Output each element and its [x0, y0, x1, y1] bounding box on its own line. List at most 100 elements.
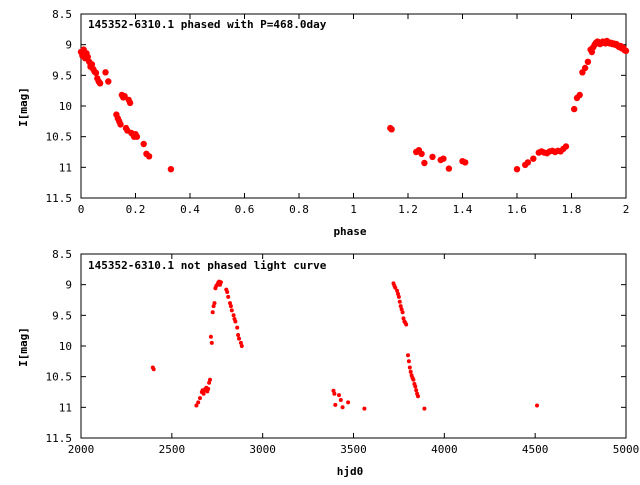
data-point	[346, 400, 351, 405]
x-tick-label: 0.4	[180, 203, 200, 216]
x-ticks: 0 0.2 0.4 0.6 0.8 1 1.2 1.4 1.6 1.8 2	[78, 14, 629, 216]
x-tick-label: 0.8	[289, 203, 309, 216]
x-tick-label: 3500	[340, 443, 367, 456]
data-point	[92, 69, 100, 77]
data-point	[338, 398, 343, 402]
y-tick-label: 10	[59, 340, 72, 353]
data-point	[331, 388, 336, 393]
data-point	[406, 359, 411, 364]
y-ticks: 8.5 9 9.5 10 10.5 11 11.5	[46, 248, 626, 445]
data-point	[422, 406, 427, 411]
data-points	[77, 37, 630, 173]
data-point	[401, 316, 406, 321]
data-point	[229, 308, 234, 313]
data-point	[239, 344, 244, 348]
plot-frame	[80, 13, 627, 199]
data-point	[445, 165, 453, 172]
x-tick-label: 1.6	[507, 203, 527, 216]
y-tick-label: 9	[65, 279, 72, 292]
y-tick-label: 11.5	[46, 432, 73, 445]
data-point	[404, 322, 409, 327]
data-point	[396, 291, 400, 296]
data-point	[397, 299, 402, 304]
y-axis-label: I[mag]	[17, 87, 30, 127]
data-point	[398, 304, 403, 309]
data-point	[235, 325, 240, 330]
data-point	[588, 48, 596, 56]
data-point	[396, 294, 401, 299]
data-point	[145, 153, 153, 160]
data-point	[207, 380, 212, 385]
y-tick-label: 9.5	[52, 69, 72, 82]
data-point	[151, 367, 156, 372]
y-tick-label: 9	[65, 39, 72, 52]
data-point	[340, 405, 345, 410]
data-point	[421, 159, 428, 167]
x-tick-label: 3000	[249, 443, 276, 456]
data-point	[105, 78, 112, 85]
y-tick-label: 8.5	[52, 248, 72, 261]
unphased-light-curve-panel: 145352-6310.1 not phased light curve hjd…	[17, 248, 639, 478]
data-point	[210, 310, 215, 315]
x-ticks: 2000 2500 3000 3500 4000 4500 5000	[68, 254, 640, 456]
data-point	[622, 47, 630, 54]
x-tick-label: 1.2	[398, 203, 418, 216]
data-point	[440, 155, 447, 162]
data-point	[576, 91, 583, 99]
data-point	[581, 64, 589, 72]
y-tick-label: 11.5	[46, 192, 73, 205]
data-point	[126, 99, 134, 107]
x-tick-label: 1.4	[453, 203, 473, 216]
y-axis-label: I[mag]	[17, 327, 30, 367]
data-point	[206, 386, 211, 391]
data-point	[429, 153, 436, 161]
data-point	[400, 310, 405, 315]
data-point	[218, 280, 223, 285]
data-point	[196, 400, 201, 405]
x-tick-label: 4000	[431, 443, 458, 456]
data-point	[231, 313, 236, 318]
data-point	[408, 369, 413, 374]
data-point	[399, 307, 404, 312]
x-tick-label: 5000	[613, 443, 640, 456]
y-tick-label: 11	[59, 161, 72, 174]
data-point	[333, 402, 338, 407]
data-point	[414, 388, 419, 393]
data-point	[513, 166, 521, 173]
data-point	[140, 140, 147, 148]
data-point	[388, 126, 395, 133]
data-point	[212, 301, 217, 306]
data-point	[228, 301, 232, 306]
data-point	[571, 105, 578, 113]
plot-frame	[80, 253, 627, 439]
y-tick-label: 9.5	[52, 309, 72, 322]
data-point	[337, 393, 341, 398]
data-point	[393, 285, 398, 290]
data-point	[194, 403, 199, 408]
data-point	[406, 353, 410, 358]
data-point	[209, 340, 214, 345]
x-tick-label: 1.8	[562, 203, 582, 216]
data-point	[226, 294, 231, 299]
data-point	[84, 53, 92, 61]
data-point	[535, 403, 539, 408]
x-tick-label: 0	[78, 203, 85, 216]
data-point	[228, 304, 233, 309]
data-point	[584, 58, 592, 65]
x-tick-label: 2000	[68, 443, 95, 456]
x-axis-label: hjd0	[337, 465, 364, 478]
data-point	[102, 69, 109, 76]
data-point	[413, 384, 418, 389]
y-tick-label: 10	[59, 100, 72, 113]
y-tick-label: 10.5	[46, 131, 73, 144]
data-point	[133, 133, 141, 140]
data-point	[236, 333, 241, 337]
data-points	[150, 279, 539, 411]
data-point	[96, 80, 104, 87]
data-point	[237, 336, 241, 341]
data-point	[208, 377, 212, 382]
data-point	[167, 166, 175, 173]
data-point	[225, 290, 230, 294]
data-point	[198, 396, 202, 401]
